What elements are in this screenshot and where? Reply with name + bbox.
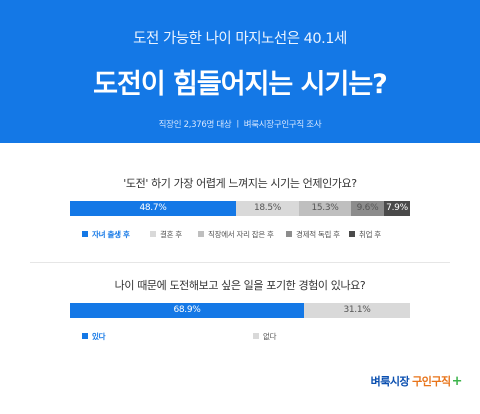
legend-swatch (253, 333, 259, 339)
chart-1-legend-item-5: 취업 후 (349, 229, 381, 241)
chart-1-question: '도전' 하기 가장 어렵게 느껴지는 시기는 언제인가요? (123, 177, 357, 190)
legend-label: 취업 후 (359, 230, 381, 239)
chart-1: '도전' 하기 가장 어렵게 느껴지는 시기는 언제인가요? 48.7% 18.5… (70, 175, 410, 255)
legend-swatch (349, 231, 355, 237)
chart-1-segment-1: 48.7% (70, 201, 236, 216)
header-banner: 도전 가능한 나이 마지노선은 40.1세 도전이 힘들어지는 시기는? 직장인… (0, 0, 480, 143)
legend-label: 자녀 출생 후 (92, 230, 130, 239)
chart-1-segment-3: 15.3% (299, 201, 351, 216)
chart-2-legend-item-1: 있다 (82, 331, 106, 343)
chart-1-legend-item-3: 직장에서 자리 잡은 후 (198, 229, 274, 241)
chart-1-legend-item-2: 결혼 후 (150, 229, 182, 241)
logo-part-1: 벼룩시장 (370, 375, 410, 388)
legend-label: 있다 (92, 332, 106, 341)
survey-source: 직장인 2,376명 대상 ㅣ 벼룩시장구인구직 조사 (158, 120, 322, 130)
chart-1-segment-5: 7.9% (384, 201, 410, 216)
legend-label: 직장에서 자리 잡은 후 (208, 230, 274, 239)
chart-1-segment-4: 9.6% (351, 201, 384, 216)
legend-label: 경제적 독립 후 (296, 230, 340, 239)
chart-1-legend-item-1: 자녀 출생 후 (82, 229, 130, 241)
chart-1-bar: 48.7% 18.5% 15.3% 9.6% 7.9% (70, 201, 410, 216)
chart-1-legend: 자녀 출생 후 결혼 후 직장에서 자리 잡은 후 경제적 독립 후 취업 후 (70, 229, 410, 241)
chart-2-segment-2: 31.1% (304, 303, 410, 318)
header-subtitle: 도전 가능한 나이 마지노선은 40.1세 (133, 31, 347, 47)
chart-2-question: 나이 때문에 도전해보고 싶은 일을 포기한 경험이 있나요? (114, 279, 366, 292)
legend-swatch (82, 333, 88, 339)
chart-2-legend: 있다 없다 (70, 331, 410, 343)
chart-2-legend-item-2: 없다 (253, 331, 277, 343)
brand-logo: 벼룩시장 구인구직+ (370, 373, 463, 391)
chart-2-bar: 68.9% 31.1% (70, 303, 410, 318)
logo-plus: + (451, 374, 463, 389)
legend-label: 없다 (263, 332, 277, 341)
section-divider (30, 262, 450, 263)
legend-swatch (286, 231, 292, 237)
legend-swatch (82, 231, 88, 237)
legend-swatch (198, 231, 204, 237)
logo-part-2: 구인구직 (412, 375, 451, 388)
header-title: 도전이 힘들어지는 시기는? (93, 69, 388, 100)
chart-1-segment-2: 18.5% (236, 201, 299, 216)
chart-2: 나이 때문에 도전해보고 싶은 일을 포기한 경험이 있나요? 68.9% 31.… (70, 277, 410, 357)
legend-swatch (150, 231, 156, 237)
chart-1-legend-item-4: 경제적 독립 후 (286, 229, 340, 241)
chart-2-segment-1: 68.9% (70, 303, 304, 318)
legend-label: 결혼 후 (160, 230, 182, 239)
